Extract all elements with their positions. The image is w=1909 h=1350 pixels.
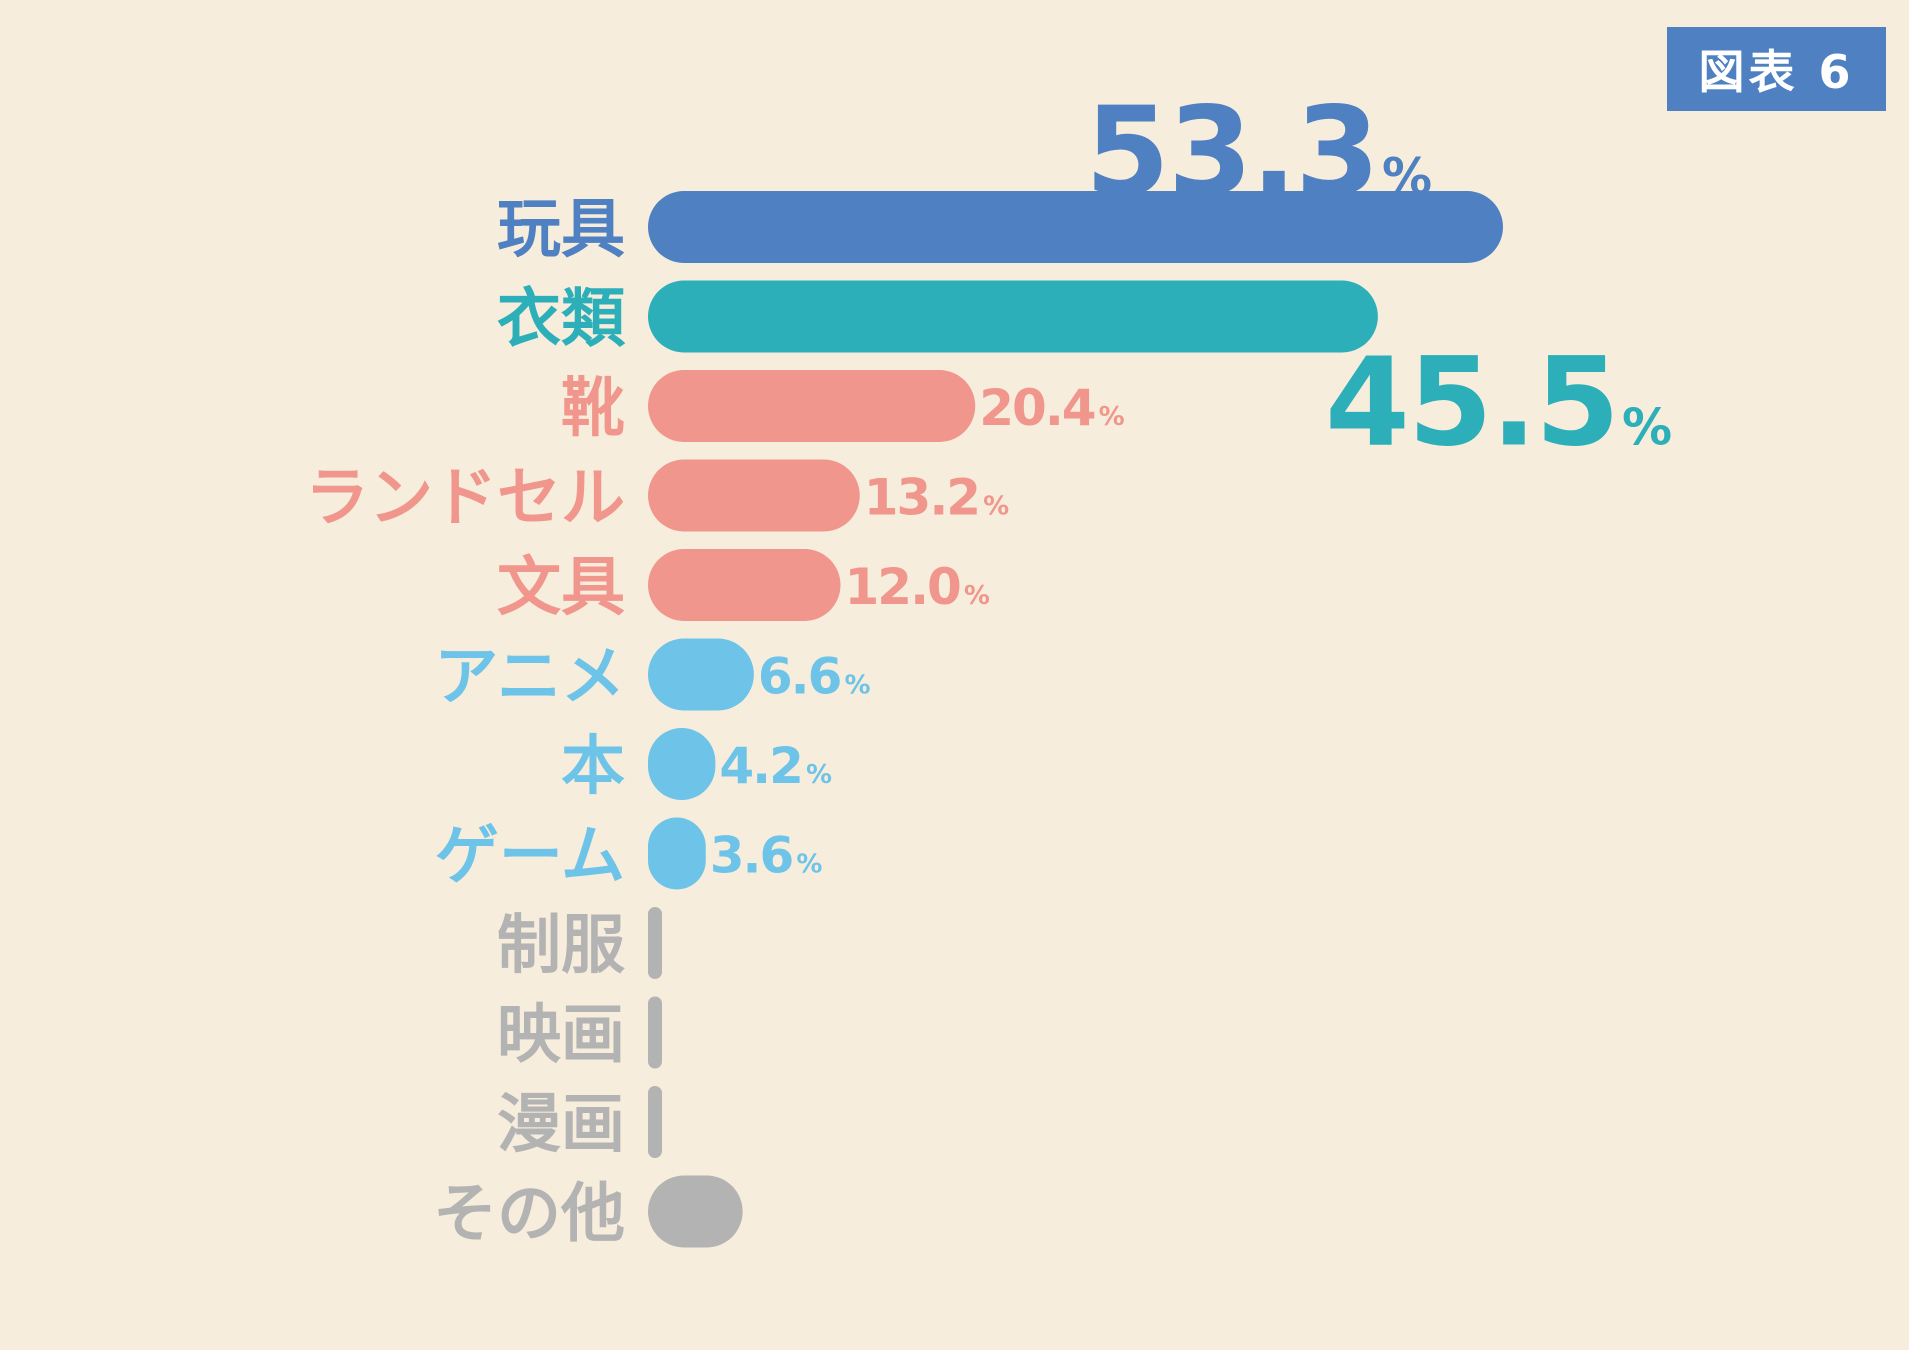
percent-sign: %	[806, 760, 832, 790]
value-number: 45.5	[1325, 332, 1618, 474]
bar	[648, 191, 1503, 263]
percent-sign: %	[964, 581, 990, 611]
category-label: アニメ	[434, 641, 625, 715]
value-number: 4.2	[719, 737, 802, 795]
bar	[648, 817, 706, 890]
category-label: 靴	[561, 372, 625, 446]
category-label: 文具	[497, 551, 625, 625]
value-label: 13.2%	[864, 469, 1009, 527]
value-label: 4.2%	[719, 737, 832, 795]
bar	[648, 1175, 743, 1248]
value-label: 20.4%	[979, 379, 1124, 437]
bar	[648, 1086, 662, 1158]
value-label: 12.0%	[844, 558, 989, 616]
category-label: ゲーム	[435, 820, 625, 894]
value-number: 13.2	[864, 469, 979, 527]
category-label: 衣類	[497, 283, 626, 357]
value-number: 20.4	[979, 379, 1095, 437]
bar	[648, 638, 754, 711]
value-number: 6.6	[758, 648, 841, 706]
value-label: 45.5%	[1325, 332, 1671, 474]
category-label: 本	[561, 730, 625, 804]
category-label: 漫画	[497, 1088, 625, 1162]
bar	[648, 907, 662, 979]
value-label: 6.6%	[758, 648, 871, 706]
percent-sign: %	[1622, 399, 1671, 457]
category-label: ランドセル	[305, 462, 625, 536]
bar	[648, 996, 662, 1069]
bar	[648, 459, 860, 532]
value-label: 3.6%	[710, 827, 823, 885]
value-number: 3.6	[710, 827, 793, 885]
percent-sign: %	[983, 492, 1009, 522]
percent-sign: %	[1382, 148, 1431, 206]
percent-sign: %	[844, 671, 870, 701]
category-label: その他	[433, 1178, 625, 1252]
value-label: 53.3%	[1085, 81, 1431, 223]
percent-sign: %	[796, 850, 822, 880]
bar	[648, 370, 976, 442]
category-label: 制服	[497, 909, 625, 983]
figure-badge: 図表 6	[1667, 27, 1886, 111]
bar	[648, 280, 1378, 353]
value-number: 12.0	[844, 558, 960, 616]
bar	[648, 549, 841, 621]
category-label: 映画	[497, 999, 625, 1073]
bar	[648, 728, 716, 800]
value-number: 53.3	[1085, 81, 1378, 223]
percent-sign: %	[1099, 402, 1125, 432]
category-label: 玩具	[497, 193, 625, 267]
